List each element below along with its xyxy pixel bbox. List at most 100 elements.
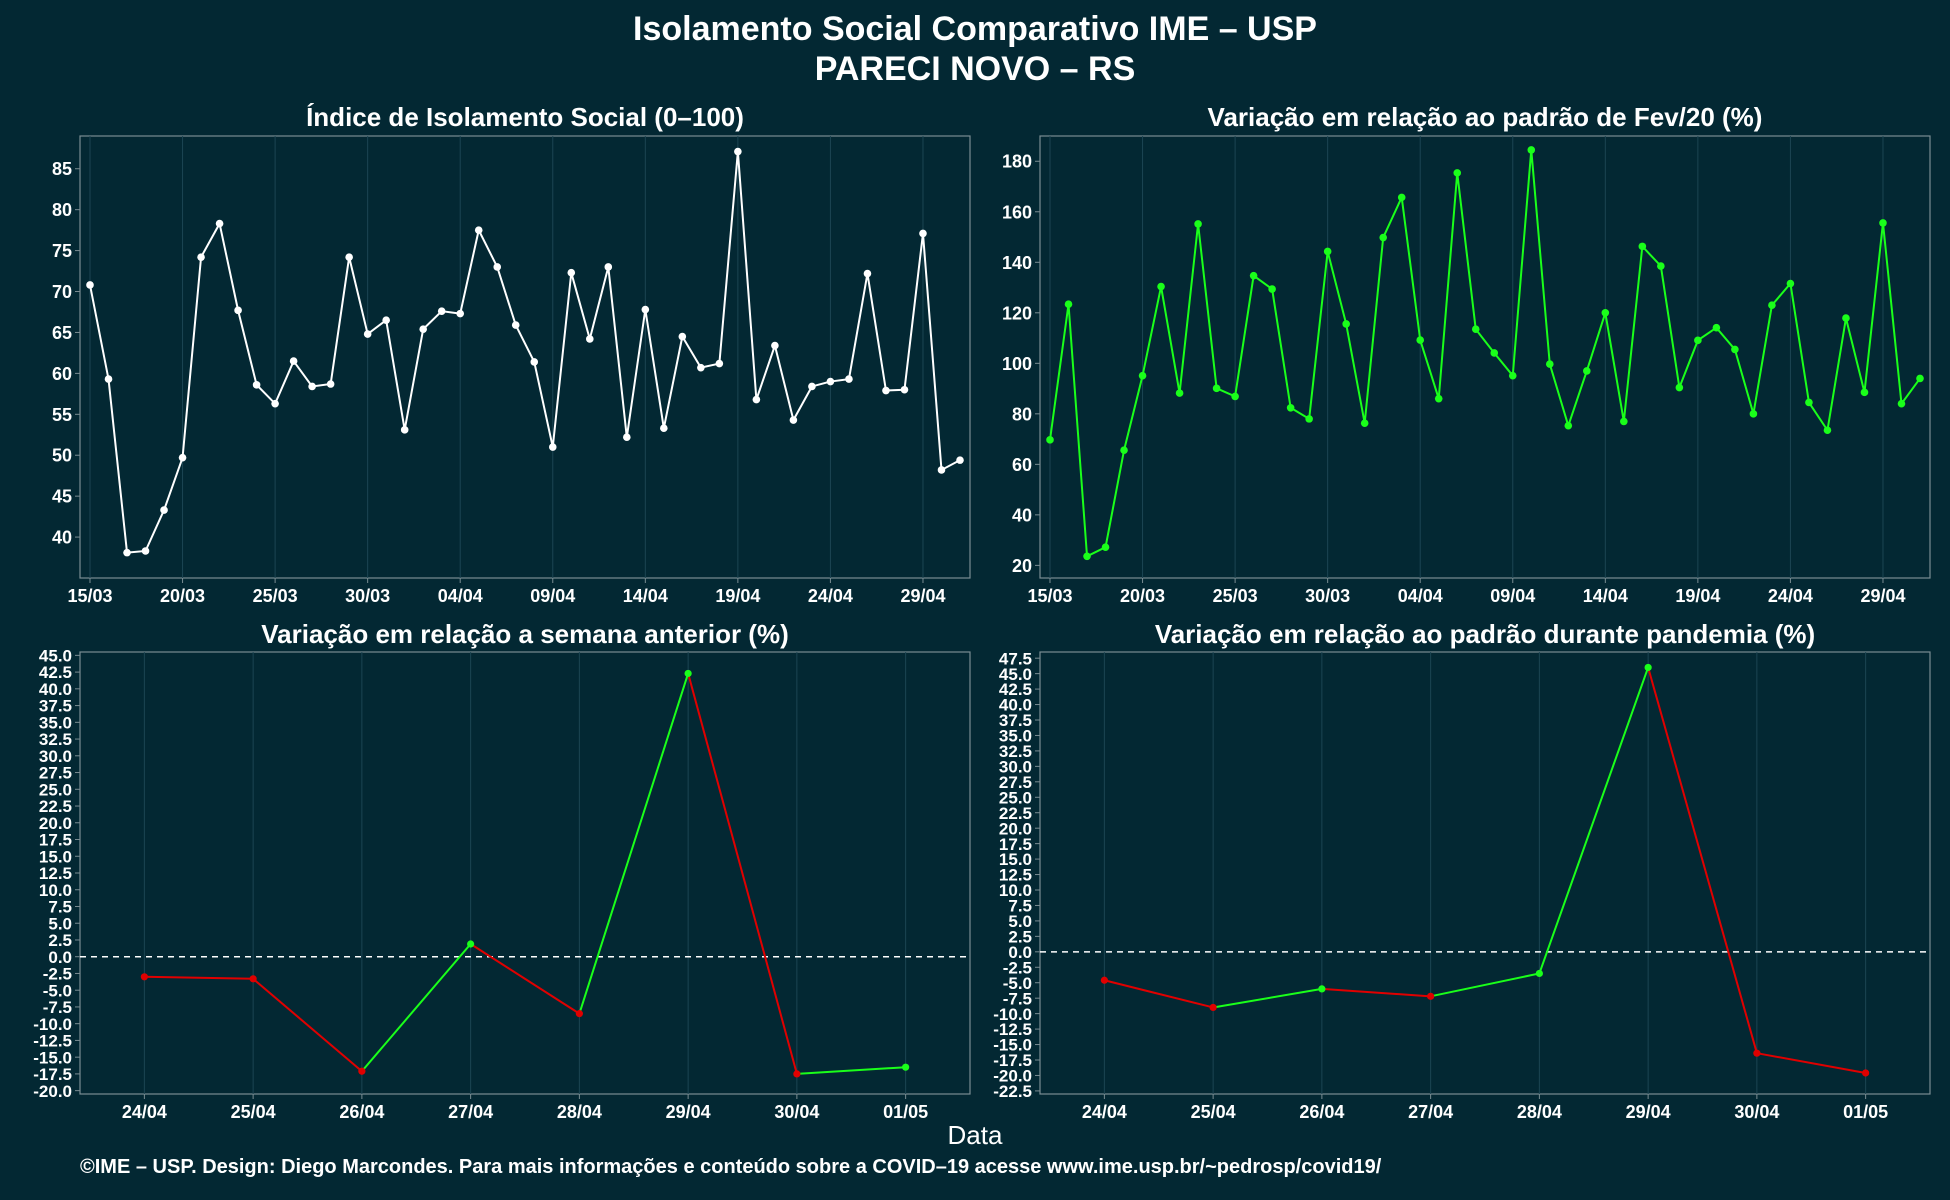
x-tick-label: 01/05 [883,1102,928,1122]
y-tick-label: 40 [1012,505,1032,525]
series-segment [1104,979,1214,1009]
data-point [575,1010,583,1018]
data-point [793,1070,801,1078]
data-point [1323,247,1332,256]
data-point [1268,285,1276,293]
series-segment [1430,972,1540,998]
y-tick-label: -22.5 [993,1082,1032,1101]
data-point [1897,399,1906,408]
data-point [1064,300,1073,309]
data-point [1545,360,1554,368]
y-tick-label: -20.0 [33,1082,72,1101]
data-point [123,548,131,557]
series-segment [252,978,363,1072]
data-point [1138,371,1147,380]
x-axis-title: Data [947,1120,1003,1150]
x-tick-label: 30/04 [774,1102,819,1122]
data-point [548,443,557,451]
y-tick-label: -10.0 [33,1015,72,1034]
y-tick-label: 60 [1012,455,1032,475]
data-point [178,453,187,462]
data-point [141,547,150,555]
data-point [1397,193,1406,202]
y-tick-label: -2.5 [1003,958,1032,977]
y-tick-label: 40.0 [39,680,72,699]
x-tick-label: 04/04 [438,586,483,606]
data-point [1644,663,1652,672]
y-tick-label: 45.0 [999,665,1032,684]
y-tick-label: 55 [52,405,72,425]
data-point [437,307,446,315]
y-tick-label: 32.5 [999,742,1032,761]
series-segment [578,673,690,1014]
x-tick-label: 20/03 [1120,586,1165,606]
x-tick-label: 24/04 [808,586,853,606]
data-point [104,375,113,383]
data-point [1379,233,1387,242]
x-tick-label: 29/04 [1626,1102,1671,1122]
y-tick-label: 27.5 [39,764,72,783]
data-point [86,281,94,289]
data-point [604,263,613,271]
data-point [808,382,816,391]
y-tick-label: 80 [1012,404,1032,424]
data-point [1490,349,1499,357]
y-tick-label: 50 [52,446,72,466]
data-point [1194,220,1202,228]
y-tick-label: -17.5 [33,1065,72,1084]
data-point [660,424,668,433]
data-point [1416,336,1425,344]
y-tick-label: 15.0 [999,850,1032,869]
y-tick-label: -10.0 [993,1005,1032,1024]
footer-credit: ©IME – USP. Design: Diego Marcondes. Par… [80,1156,1382,1178]
y-tick-label: 45.0 [39,646,72,665]
x-tick-label: 29/04 [666,1102,711,1122]
data-point [249,975,257,983]
data-point [493,263,502,271]
x-tick-label: 25/04 [231,1102,276,1122]
y-tick-label: 0.0 [48,948,72,967]
data-point [1564,421,1573,430]
data-point [1046,436,1054,444]
data-point [1305,415,1313,423]
data-point [197,253,205,261]
data-point [1753,1049,1761,1057]
y-tick-label: 0.0 [1008,943,1032,962]
series-line [89,151,961,554]
data-point [160,506,168,514]
chart-panel-0: Índice de Isolamento Social (0–100) 15/03… [52,102,971,606]
chart-title: Variação em relação ao padrão durante pa… [1155,619,1815,649]
y-tick-label: 32.5 [39,730,72,749]
y-tick-label: 40.0 [999,696,1032,715]
data-point [419,325,427,333]
y-tick-label: 37.5 [999,711,1032,730]
y-tick-label: 22.5 [39,797,72,816]
y-tick-label: 25.0 [999,788,1032,807]
plot-frame [79,135,971,579]
data-point [215,219,224,228]
data-point [1527,146,1536,154]
y-tick-label: 100 [1002,354,1032,374]
series-segment [1321,987,1431,998]
y-tick-label: 42.5 [39,663,72,682]
data-point [678,332,687,341]
y-tick-label: 42.5 [999,680,1032,699]
data-point [734,147,742,156]
y-tick-label: -7.5 [1003,989,1032,1008]
y-tick-label: 120 [1002,303,1032,323]
y-tick-label: 7.5 [1008,897,1032,916]
y-tick-label: 5.0 [1008,912,1032,931]
data-point [382,316,390,324]
x-tick-label: 15/03 [1027,586,1072,606]
chart-title: Variação em relação ao padrão de Fev/20 … [1208,102,1763,132]
series-segment [1538,667,1650,974]
main-subtitle: PARECI NOVO – RS [814,50,1136,88]
x-tick-label: 28/04 [557,1102,602,1122]
y-tick-label: 70 [52,282,72,302]
series-segment [687,673,798,1075]
data-point [1860,388,1869,397]
x-tick-label: 19/04 [1675,586,1720,606]
y-tick-label: -5.0 [1003,974,1032,993]
y-tick-label: -15.0 [993,1036,1032,1055]
x-tick-label: 25/03 [1213,586,1258,606]
